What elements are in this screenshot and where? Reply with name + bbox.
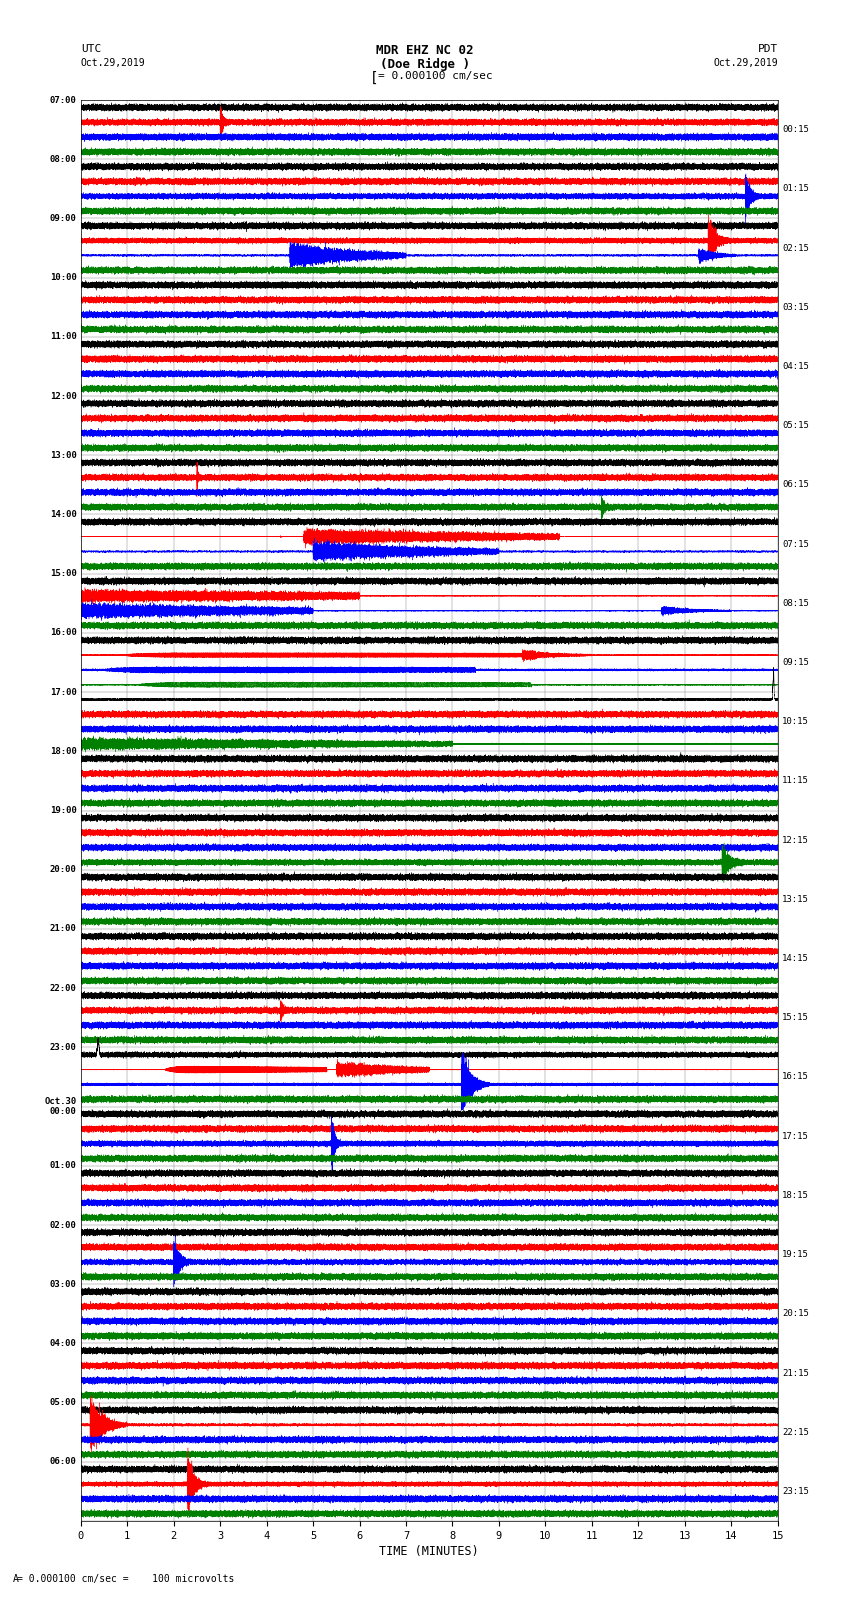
Text: 09:15: 09:15 (782, 658, 809, 668)
Text: 01:00: 01:00 (49, 1161, 76, 1171)
Text: 18:15: 18:15 (782, 1190, 809, 1200)
Text: PDT: PDT (757, 44, 778, 53)
Text: Oct.29,2019: Oct.29,2019 (81, 58, 145, 68)
Text: 03:15: 03:15 (782, 303, 809, 311)
Text: 10:15: 10:15 (782, 718, 809, 726)
Text: 09:00: 09:00 (49, 215, 76, 223)
Text: 12:00: 12:00 (49, 392, 76, 400)
Text: 10:00: 10:00 (49, 273, 76, 282)
Text: 11:15: 11:15 (782, 776, 809, 786)
Text: 07:15: 07:15 (782, 540, 809, 548)
X-axis label: TIME (MINUTES): TIME (MINUTES) (379, 1545, 479, 1558)
Text: 19:00: 19:00 (49, 806, 76, 815)
Text: 06:00: 06:00 (49, 1458, 76, 1466)
Text: 20:15: 20:15 (782, 1310, 809, 1318)
Text: 16:15: 16:15 (782, 1073, 809, 1081)
Text: Oct.30
00:00: Oct.30 00:00 (44, 1097, 76, 1116)
Text: 12:15: 12:15 (782, 836, 809, 845)
Text: 20:00: 20:00 (49, 865, 76, 874)
Text: 03:00: 03:00 (49, 1279, 76, 1289)
Text: 02:15: 02:15 (782, 244, 809, 253)
Text: 15:15: 15:15 (782, 1013, 809, 1023)
Text: 19:15: 19:15 (782, 1250, 809, 1260)
Text: 02:00: 02:00 (49, 1221, 76, 1229)
Text: 07:00: 07:00 (49, 95, 76, 105)
Text: = 0.000100 cm/sec =    100 microvolts: = 0.000100 cm/sec = 100 microvolts (17, 1574, 235, 1584)
Text: 22:00: 22:00 (49, 984, 76, 992)
Text: MDR EHZ NC 02: MDR EHZ NC 02 (377, 44, 473, 56)
Text: 13:15: 13:15 (782, 895, 809, 903)
Text: 16:00: 16:00 (49, 629, 76, 637)
Text: 08:00: 08:00 (49, 155, 76, 163)
Text: 22:15: 22:15 (782, 1428, 809, 1437)
Text: 05:00: 05:00 (49, 1398, 76, 1407)
Text: = 0.000100 cm/sec: = 0.000100 cm/sec (378, 71, 493, 81)
Text: (Doe Ridge ): (Doe Ridge ) (380, 58, 470, 71)
Text: UTC: UTC (81, 44, 101, 53)
Text: 21:00: 21:00 (49, 924, 76, 934)
Text: 21:15: 21:15 (782, 1368, 809, 1378)
Text: 23:15: 23:15 (782, 1487, 809, 1495)
Text: 04:15: 04:15 (782, 361, 809, 371)
Text: 14:15: 14:15 (782, 953, 809, 963)
Text: A: A (13, 1574, 19, 1584)
Text: [: [ (370, 71, 378, 85)
Text: 14:00: 14:00 (49, 510, 76, 519)
Text: 17:15: 17:15 (782, 1132, 809, 1140)
Text: 04:00: 04:00 (49, 1339, 76, 1348)
Text: 13:00: 13:00 (49, 450, 76, 460)
Text: 17:00: 17:00 (49, 687, 76, 697)
Text: 05:15: 05:15 (782, 421, 809, 431)
Text: 11:00: 11:00 (49, 332, 76, 342)
Text: 08:15: 08:15 (782, 598, 809, 608)
Text: Oct.29,2019: Oct.29,2019 (713, 58, 778, 68)
Text: 00:15: 00:15 (782, 126, 809, 134)
Text: 06:15: 06:15 (782, 481, 809, 489)
Text: 01:15: 01:15 (782, 184, 809, 194)
Text: 23:00: 23:00 (49, 1044, 76, 1052)
Text: 15:00: 15:00 (49, 569, 76, 577)
Text: 18:00: 18:00 (49, 747, 76, 756)
